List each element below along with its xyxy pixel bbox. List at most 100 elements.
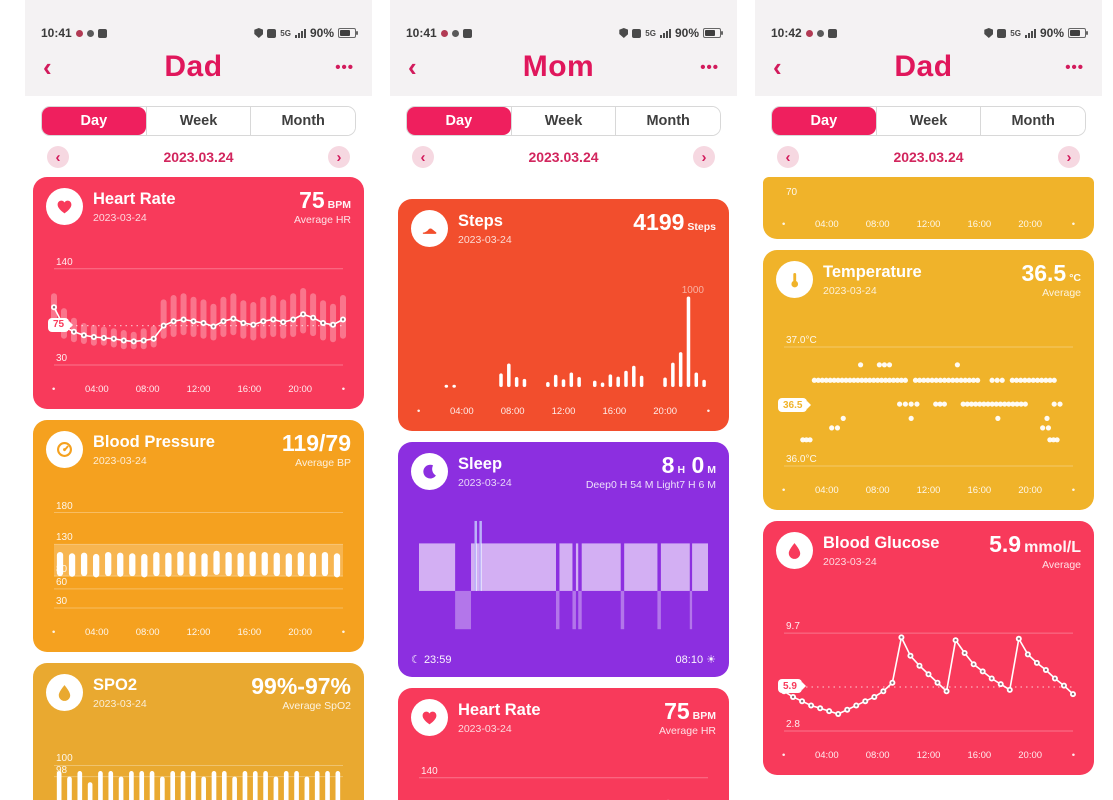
page-title: Mom	[522, 50, 595, 83]
status-bar: 10:42 5G 90%	[771, 26, 1088, 40]
heart-rate-card[interactable]: Heart Rate 2023-03-24 75 BPM Average HR 1…	[398, 688, 729, 800]
moon-icon: ☾	[411, 654, 421, 666]
card-value: 4199	[633, 209, 685, 235]
card-unit: Steps	[687, 221, 716, 233]
sleep-breakdown: Deep0 H 54 M Light7 H 6 M	[585, 479, 716, 492]
signal-icon	[1024, 28, 1036, 38]
card-title: Heart Rate	[93, 190, 176, 208]
card-value: 75	[664, 698, 690, 724]
hours-unit: H	[677, 464, 686, 476]
date-navigation: ‹ 2023.03.24 ›	[390, 136, 737, 177]
card-value: 119/79	[281, 430, 351, 456]
next-date-button[interactable]: ›	[1057, 146, 1080, 168]
heart-rate-card[interactable]: Heart Rate 2023-03-24 75 BPM Average HR 1…	[33, 177, 364, 409]
date-navigation: ‹ 2023.03.24 ›	[25, 136, 372, 177]
clock-time: 10:42	[771, 26, 802, 40]
card-value-label: Average SpO2	[282, 700, 351, 713]
card-date: 2023-03-24	[458, 234, 512, 246]
network-label: 5G	[1010, 28, 1021, 38]
period-tabs: Day Week Month	[41, 106, 356, 136]
card-value: 99%-97%	[251, 673, 351, 699]
tab-day[interactable]: Day	[42, 107, 146, 135]
partial-scrolled-card[interactable]: 70 • 04:00 08:00 12:00 16:00 20:00 •	[763, 177, 1094, 239]
steps-card[interactable]: Steps 2023-03-24 4199 Steps 1000 • 04:00 08:…	[398, 199, 729, 431]
more-menu-button[interactable]: •••	[700, 58, 719, 76]
blood-glucose-chart: 9.7 2.8 5.9 • 04:00 08:00 12:00 16:00 20:00 •	[776, 612, 1081, 764]
card-date: 2023-03-24	[93, 212, 147, 224]
page-title: Dad	[164, 50, 223, 83]
current-date: 2023.03.24	[528, 149, 599, 165]
heart-icon	[46, 188, 83, 225]
security-shield-icon	[619, 28, 629, 38]
tab-day[interactable]: Day	[772, 107, 876, 135]
screenshot-icon	[97, 28, 107, 38]
battery-percent: 90%	[309, 26, 334, 40]
spo2-card[interactable]: SPO2 2023-03-24 99%-97% Average SpO2 100…	[33, 663, 364, 800]
temperature-card[interactable]: Temperature 2023-03-24 36.5 °C Average 37…	[763, 250, 1094, 510]
sleep-end-time: 08:10	[675, 654, 704, 666]
tab-month[interactable]: Month	[250, 107, 356, 135]
app-status-icon	[816, 29, 824, 37]
prev-date-button[interactable]: ‹	[412, 146, 434, 168]
phone-dad-1: 10:41 5G 90% ‹ Dad •••	[25, 0, 372, 800]
more-menu-button[interactable]: •••	[335, 58, 354, 76]
sleep-hours: 8	[661, 452, 675, 478]
card-date: 2023-03-24	[93, 698, 147, 710]
sun-icon: ☀	[706, 654, 716, 666]
notification-icon	[440, 29, 448, 37]
sleep-hypnogram-chart	[411, 517, 716, 649]
card-list: Steps 2023-03-24 4199 Steps 1000 • 04:00 08:…	[390, 177, 737, 800]
card-value: 5.9	[989, 531, 1022, 557]
card-value-label: Average HR	[658, 725, 716, 738]
battery-icon	[703, 28, 723, 38]
thermometer-icon	[776, 261, 813, 298]
gauge-icon	[46, 431, 83, 468]
tab-week[interactable]: Week	[145, 107, 251, 135]
card-value: 36.5	[1021, 260, 1067, 286]
prev-date-button[interactable]: ‹	[47, 146, 69, 168]
card-date: 2023-03-24	[93, 455, 147, 467]
date-navigation: ‹ 2023.03.24 ›	[755, 136, 1102, 177]
prev-date-button[interactable]: ‹	[777, 146, 799, 168]
card-date: 2023-03-24	[458, 723, 512, 735]
card-title: Blood Pressure	[93, 433, 215, 451]
status-bar: 10:41 5G 90%	[406, 26, 723, 40]
tab-week[interactable]: Week	[510, 107, 616, 135]
tab-week[interactable]: Week	[875, 107, 981, 135]
next-date-button[interactable]: ›	[327, 146, 350, 168]
minutes-unit: M	[707, 464, 716, 476]
phone-mom: 10:41 5G 90% ‹ Mom •••	[390, 0, 737, 800]
next-date-button[interactable]: ›	[692, 146, 715, 168]
card-value-label: Average HR	[293, 214, 351, 227]
card-title: Sleep	[458, 455, 503, 473]
temperature-chart: 37.0°C 36.0°C 36.5 • 04:00 08:00 12:00 16:00 20:…	[776, 327, 1081, 499]
security-shield-icon	[984, 28, 994, 38]
card-list: Heart Rate 2023-03-24 75 BPM Average HR 1…	[25, 177, 372, 800]
period-tabs: Day Week Month	[406, 106, 721, 136]
header-zone: 10:41 5G 90% ‹ Dad •••	[25, 0, 372, 96]
security-shield-icon	[254, 28, 264, 38]
back-button[interactable]: ‹	[408, 52, 417, 82]
battery-icon	[338, 28, 358, 38]
card-date: 2023-03-24	[823, 285, 877, 297]
card-unit: BPM	[327, 199, 351, 211]
blood-pressure-card[interactable]: Blood Pressure 2023-03-24 119/79 Average…	[33, 420, 364, 652]
back-button[interactable]: ‹	[773, 52, 782, 82]
battery-icon	[1068, 28, 1088, 38]
blood-glucose-card[interactable]: Blood Glucose 2023-03-24 5.9 mmol/L Avera…	[763, 521, 1094, 775]
tab-month[interactable]: Month	[980, 107, 1086, 135]
tab-month[interactable]: Month	[615, 107, 721, 135]
header-zone: 10:42 5G 90% ‹ Dad •••	[755, 0, 1102, 96]
more-menu-button[interactable]: •••	[1065, 58, 1084, 76]
status-icon	[632, 28, 642, 38]
header-zone: 10:41 5G 90% ‹ Mom •••	[390, 0, 737, 96]
clock-time: 10:41	[41, 26, 72, 40]
tab-day[interactable]: Day	[407, 107, 511, 135]
battery-percent: 90%	[1039, 26, 1064, 40]
back-button[interactable]: ‹	[43, 52, 52, 82]
page-title: Dad	[894, 50, 953, 83]
oxygen-drop-icon	[46, 674, 83, 711]
status-icon	[997, 28, 1007, 38]
